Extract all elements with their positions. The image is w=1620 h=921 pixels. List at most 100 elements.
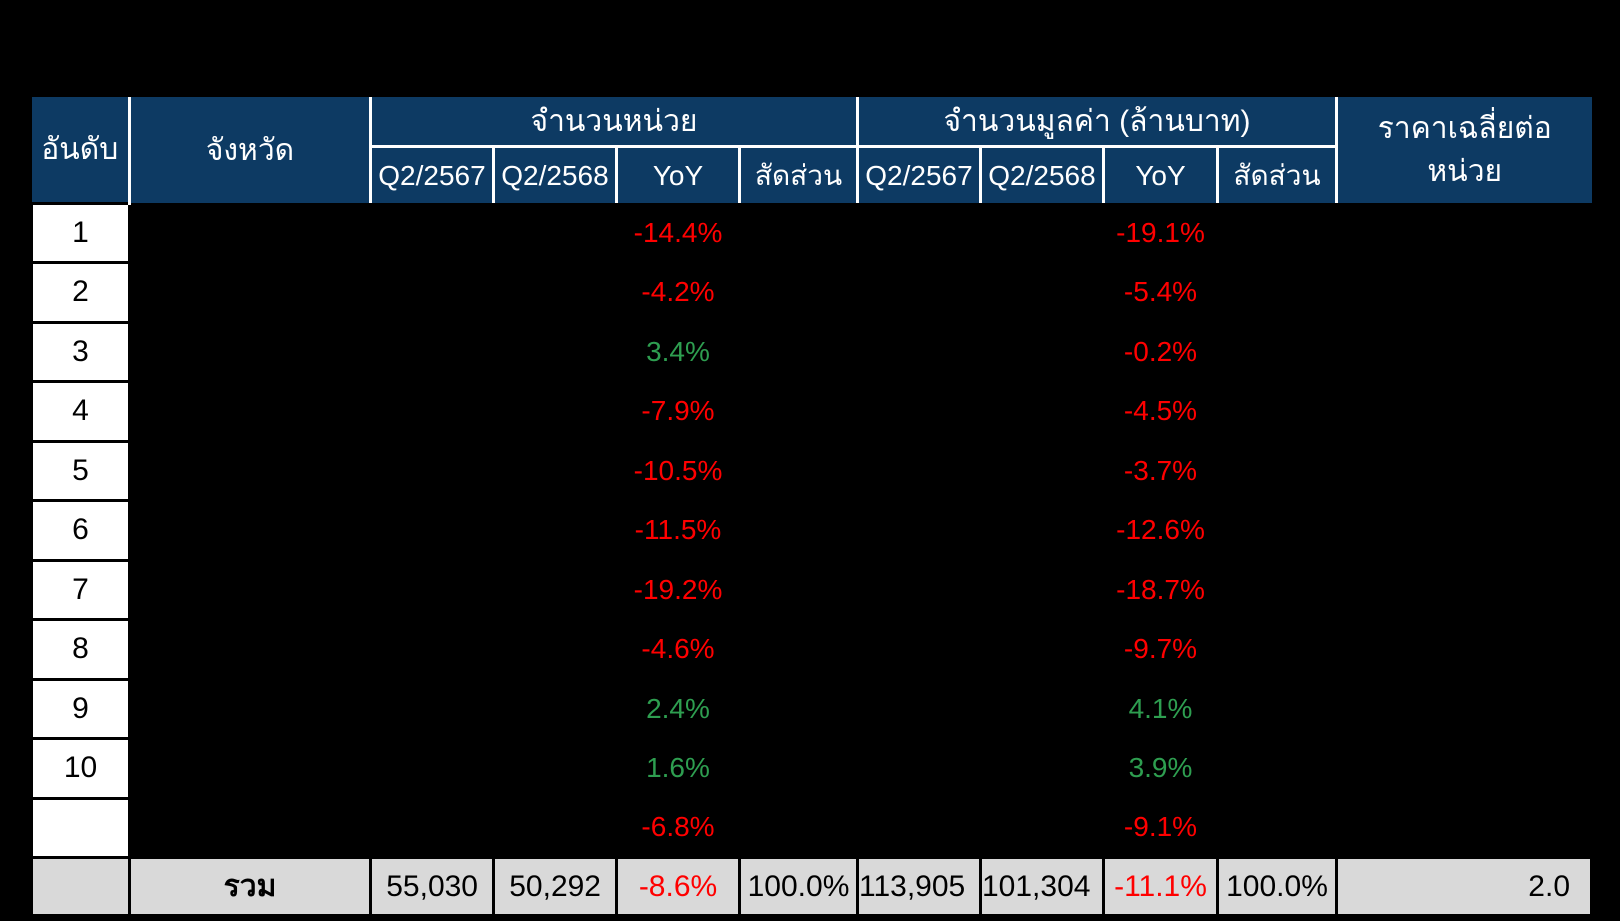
header-rank: อันดับ	[31, 97, 131, 203]
value-q2-2568-cell-redacted	[980, 500, 1104, 560]
value-share-cell-redacted	[1217, 381, 1337, 441]
header-avg-price-line1: ราคาเฉลี่ยต่อ	[1377, 111, 1552, 145]
units-q2-2567-cell-redacted	[370, 798, 494, 858]
units-yoy-cell: 1.6%	[616, 738, 740, 798]
total-units-q2-2567: 55,030	[369, 856, 495, 917]
header-units-share: สัดส่วน	[738, 145, 859, 203]
table-row: 5 -10.5% -3.7%	[30, 439, 1592, 502]
value-q2-2568-cell-redacted	[980, 203, 1104, 263]
units-q2-2567-cell-redacted	[370, 322, 494, 382]
value-yoy-cell: -19.1%	[1103, 203, 1218, 263]
table-row: -6.8% -9.1%	[30, 796, 1592, 859]
units-q2-2567-cell-redacted	[370, 441, 494, 501]
rank-cell: 8	[30, 618, 131, 681]
header-value-group: จำนวนมูลค่า (ล้านบาท)	[855, 97, 1339, 148]
rank-cell: 10	[30, 737, 131, 800]
avg-price-cell-redacted	[1336, 560, 1592, 620]
header-value-share: สัดส่วน	[1215, 145, 1337, 203]
units-q2-2568-cell-redacted	[493, 441, 617, 501]
units-share-cell-redacted	[739, 619, 858, 679]
value-q2-2567-cell-redacted	[857, 619, 981, 679]
table-header: อันดับ จังหวัด จำนวนหน่วย จำนวนมูลค่า (ล…	[31, 97, 1592, 203]
rank-cell: 5	[30, 439, 131, 502]
avg-price-cell-redacted	[1336, 500, 1592, 560]
value-share-cell-redacted	[1217, 798, 1337, 858]
value-q2-2567-cell-redacted	[857, 679, 981, 739]
header-avg-price: ราคาเฉลี่ยต่อ หน่วย	[1335, 97, 1592, 203]
value-q2-2568-cell-redacted	[980, 322, 1104, 382]
units-yoy-cell: -10.5%	[616, 441, 740, 501]
value-yoy-cell: -9.1%	[1103, 798, 1218, 858]
value-yoy-cell: -18.7%	[1103, 560, 1218, 620]
avg-price-cell-redacted	[1336, 381, 1592, 441]
redacted-title-area	[0, 0, 1620, 97]
value-share-cell-redacted	[1217, 619, 1337, 679]
units-q2-2567-cell-redacted	[370, 560, 494, 620]
units-q2-2567-cell-redacted	[370, 679, 494, 739]
total-rank-cell	[30, 856, 131, 917]
province-cell-redacted	[129, 441, 371, 501]
units-q2-2568-cell-redacted	[493, 322, 617, 382]
value-q2-2567-cell-redacted	[857, 322, 981, 382]
value-share-cell-redacted	[1217, 560, 1337, 620]
units-q2-2567-cell-redacted	[370, 203, 494, 263]
units-q2-2568-cell-redacted	[493, 619, 617, 679]
units-q2-2568-cell-redacted	[493, 262, 617, 322]
header-units-yoy: YoY	[615, 145, 741, 203]
rank-cell: 6	[30, 499, 131, 562]
value-q2-2567-cell-redacted	[857, 560, 981, 620]
header-units-group: จำนวนหน่วย	[369, 97, 859, 148]
units-q2-2567-cell-redacted	[370, 619, 494, 679]
rank-cell	[30, 796, 131, 859]
province-cell-redacted	[129, 679, 371, 739]
header-value-yoy: YoY	[1102, 145, 1219, 203]
header-province: จังหวัด	[128, 97, 372, 203]
value-share-cell-redacted	[1217, 441, 1337, 501]
value-q2-2567-cell-redacted	[857, 798, 981, 858]
table-body: 1 -14.4% -19.1% 2 -4.2%	[30, 201, 1594, 917]
province-cell-redacted	[129, 798, 371, 858]
value-q2-2567-cell-redacted	[857, 262, 981, 322]
units-yoy-cell: 3.4%	[616, 322, 740, 382]
units-share-cell-redacted	[739, 381, 858, 441]
rank-cell: 3	[30, 320, 131, 383]
units-share-cell-redacted	[739, 679, 858, 739]
table-row: 6 -11.5% -12.6%	[30, 499, 1592, 562]
province-cell-redacted	[129, 738, 371, 798]
rank-cell: 2	[30, 261, 131, 324]
table-row: 3 3.4% -0.2%	[30, 320, 1592, 383]
units-yoy-cell: -6.8%	[616, 798, 740, 858]
value-q2-2567-cell-redacted	[857, 203, 981, 263]
table-row: 10 1.6% 3.9%	[30, 737, 1592, 800]
avg-price-cell-redacted	[1336, 262, 1592, 322]
total-units-share: 100.0%	[738, 856, 859, 917]
avg-price-cell-redacted	[1336, 322, 1592, 382]
units-q2-2568-cell-redacted	[493, 679, 617, 739]
units-q2-2568-cell-redacted	[493, 203, 617, 263]
total-value-q2-2568: 101,304	[979, 856, 1105, 917]
header-units-q2-2567: Q2/2567	[370, 145, 495, 203]
table-row: 2 -4.2% -5.4%	[30, 261, 1592, 324]
header-value-q2-2567: Q2/2567	[856, 145, 982, 203]
value-q2-2567-cell-redacted	[857, 500, 981, 560]
units-q2-2568-cell-redacted	[493, 798, 617, 858]
value-q2-2568-cell-redacted	[980, 738, 1104, 798]
units-q2-2568-cell-redacted	[493, 381, 617, 441]
rank-cell: 1	[30, 201, 131, 264]
units-share-cell-redacted	[739, 738, 858, 798]
value-yoy-cell: 3.9%	[1103, 738, 1218, 798]
value-yoy-cell: -12.6%	[1103, 500, 1218, 560]
units-share-cell-redacted	[739, 798, 858, 858]
value-q2-2568-cell-redacted	[980, 798, 1104, 858]
units-q2-2568-cell-redacted	[493, 560, 617, 620]
total-value-share: 100.0%	[1215, 856, 1339, 917]
units-q2-2567-cell-redacted	[370, 381, 494, 441]
value-yoy-cell: 4.1%	[1103, 679, 1218, 739]
value-share-cell-redacted	[1217, 500, 1337, 560]
units-share-cell-redacted	[739, 322, 858, 382]
units-share-cell-redacted	[739, 441, 858, 501]
units-yoy-cell: -4.2%	[616, 262, 740, 322]
units-share-cell-redacted	[739, 203, 858, 263]
rank-cell: 7	[30, 558, 131, 621]
